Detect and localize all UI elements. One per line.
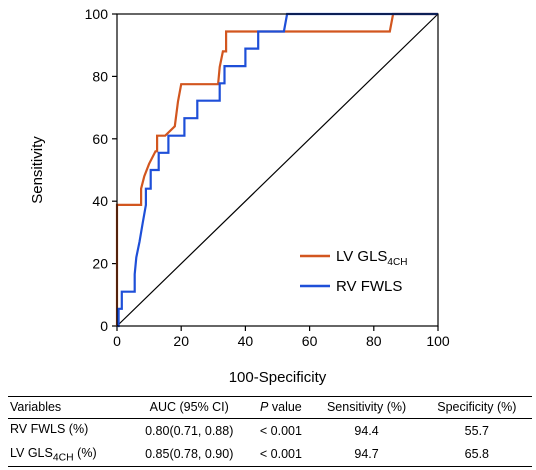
- cell-auc: 0.80(0.71, 0.88): [145, 423, 234, 438]
- variable-subscript: 4CH: [52, 452, 74, 463]
- x-axis-label: 100-Specificity: [229, 369, 327, 386]
- x-tick-label: 80: [366, 333, 382, 349]
- cell-variable: RV FWLS (%): [8, 419, 128, 443]
- cell-variable: LV GLS4CH (%): [8, 442, 129, 467]
- table-row: RV FWLS (%) 0.80(0.71, 0.88) < 0.001 94.…: [8, 419, 532, 443]
- cell-specificity: 55.7: [464, 423, 490, 438]
- y-tick-label: 100: [85, 6, 109, 22]
- series-layer: [115, 12, 438, 328]
- table-header-row: Variables AUC (95% CI) P value Sensitivi…: [8, 396, 532, 419]
- reference-diagonal-line: [116, 13, 439, 327]
- roc-chart: 0 20 40 60 80 100 0 20 40 60 80 100 100-Specificit…: [29, 6, 450, 386]
- x-tick-label: 60: [302, 333, 318, 349]
- header-specificity: Specificity (%): [421, 396, 532, 419]
- header-sensitivity: Sensitivity (%): [311, 396, 422, 419]
- cell-specificity: 65.8: [421, 442, 532, 467]
- variable-suffix: (%): [73, 445, 97, 460]
- x-tick-label: 100: [426, 333, 450, 349]
- variable-name: RV FWLS (%): [10, 422, 89, 436]
- header-p-italic: P: [260, 400, 269, 414]
- y-tick-label: 0: [100, 318, 108, 334]
- x-tick-label: 0: [113, 333, 121, 349]
- cell-sensitivity: 94.7: [311, 442, 422, 467]
- plot-frame: [116, 13, 439, 327]
- cell-p: < 0.001: [250, 442, 312, 467]
- cell-sensitivity: 94.4: [354, 423, 379, 438]
- header-p-value: P value: [250, 396, 312, 419]
- variable-name: LV GLS: [10, 445, 53, 460]
- series-line-0: [115, 12, 438, 326]
- y-tick-label: 80: [92, 68, 108, 84]
- legend: LV GLS4CH RV FWLS: [300, 248, 407, 295]
- legend-label-subscript: 4CH: [387, 257, 407, 268]
- header-variables: Variables: [8, 396, 129, 419]
- y-tick-label: 40: [92, 193, 108, 209]
- legend-label-1: RV FWLS: [336, 278, 402, 295]
- cell-auc: 0.85(0.78, 0.90): [128, 442, 251, 467]
- header-auc: AUC (95% CI): [128, 396, 251, 419]
- results-table: Variables AUC (95% CI) P value Sensitivi…: [8, 396, 532, 467]
- header-p-word: value: [271, 400, 302, 414]
- x-tick-label: 20: [173, 333, 189, 349]
- y-tick-label: 60: [92, 131, 108, 147]
- legend-label-0: LV GLS4CH: [336, 248, 407, 268]
- cell-p: < 0.001: [259, 423, 302, 438]
- y-axis-label: Sensitivity: [29, 136, 46, 204]
- y-axis-ticks: 0 20 40 60 80 100: [85, 6, 117, 334]
- x-axis-ticks: 0 20 40 60 80 100: [113, 326, 450, 349]
- x-tick-label: 40: [238, 333, 254, 349]
- series-line-1: [117, 12, 438, 328]
- table-row: LV GLS4CH (%) 0.85(0.78, 0.90) < 0.001 9…: [8, 442, 532, 467]
- y-tick-label: 20: [92, 256, 108, 272]
